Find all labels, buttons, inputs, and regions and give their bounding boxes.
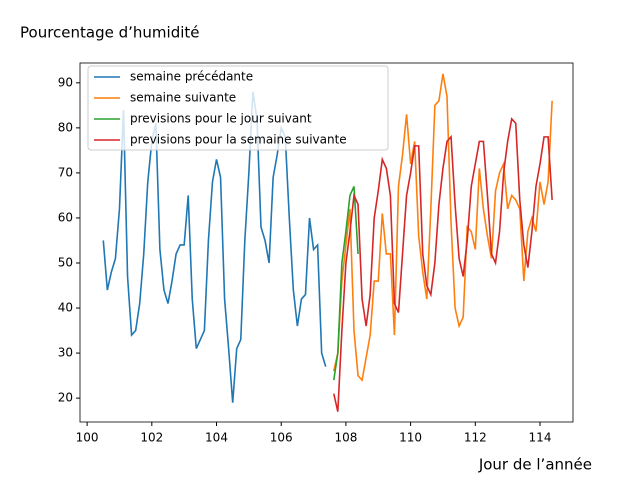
x-tick-label: 104	[205, 431, 228, 445]
y-tick-label: 80	[58, 120, 73, 134]
legend-label: previsions pour la semaine suivante	[130, 133, 347, 147]
x-tick-label: 102	[140, 431, 163, 445]
y-tick-label: 90	[58, 75, 73, 89]
y-tick-label: 50	[58, 255, 73, 269]
series-line	[332, 186, 359, 381]
x-tick-label: 106	[270, 431, 293, 445]
y-tick-label: 40	[58, 301, 73, 315]
legend-label: semaine précédante	[130, 70, 253, 84]
x-tick-label: 114	[529, 431, 552, 445]
series-line	[332, 117, 553, 412]
legend-box	[87, 65, 389, 151]
y-tick-label: 30	[58, 346, 73, 360]
y-tick-label: 20	[58, 391, 73, 405]
legend-label: previsions pour le jour suivant	[130, 112, 312, 126]
chart-title: Pourcentage d’humidité	[20, 24, 200, 42]
series-line	[102, 91, 327, 403]
x-axis-label: Jour de l’année	[478, 456, 592, 474]
x-tick-label: 112	[464, 431, 487, 445]
plot-frame	[79, 62, 574, 423]
x-tick-label: 108	[334, 431, 357, 445]
series-line	[332, 73, 553, 382]
y-tick-label: 60	[58, 210, 73, 224]
legend-label: semaine suivante	[130, 91, 236, 105]
y-tick-label: 70	[58, 165, 73, 179]
x-tick-label: 110	[399, 431, 422, 445]
x-tick-label: 100	[76, 431, 99, 445]
